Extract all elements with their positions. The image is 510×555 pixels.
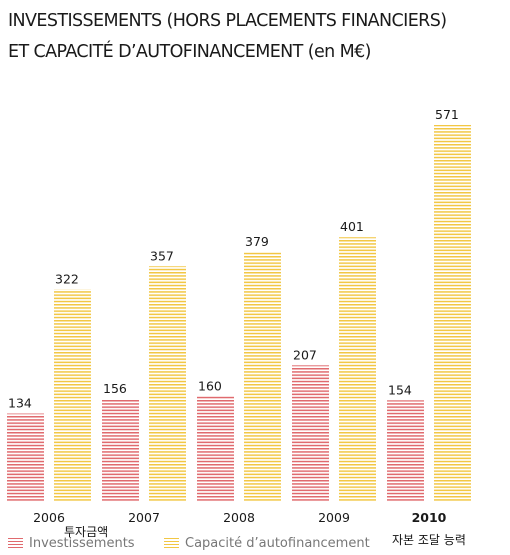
- x-tick-2010: 2010: [412, 510, 447, 525]
- bar-investissements-2007: [102, 399, 139, 502]
- x-tick-2007: 2007: [128, 510, 160, 525]
- x-tick-2008: 2008: [223, 510, 255, 525]
- value-labels-group: 134 322 156 357 160 379 207 401 154 571: [8, 107, 459, 411]
- value-label-investissements-2009: 207: [293, 347, 317, 362]
- bar-investissements-2008: [197, 396, 234, 502]
- legend-label-investissements: Investissements: [29, 536, 135, 551]
- bar-capacite-2008: [244, 251, 281, 502]
- legend-item-investissements: Investissements: [8, 536, 135, 551]
- bar-capacite-2010: [434, 125, 471, 502]
- legend-swatch-capacite: [164, 538, 179, 549]
- chart-title: INVESTISSEMENTS (HORS PLACEMENTS FINANCI…: [8, 6, 508, 68]
- bar-capacite-2009: [339, 237, 376, 502]
- value-label-capacite-2008: 379: [245, 234, 269, 249]
- value-label-investissements-2010: 154: [388, 382, 412, 397]
- bar-capacite-2006: [54, 289, 91, 502]
- chart-title-line-1: INVESTISSEMENTS (HORS PLACEMENTS FINANCI…: [8, 11, 447, 31]
- korean-annotation-capacite: 자본 조달 능력: [392, 533, 466, 547]
- value-label-investissements-2006: 134: [8, 396, 32, 411]
- value-label-investissements-2008: 160: [198, 378, 222, 393]
- korean-annotation-investissements: 투자금액: [64, 525, 109, 539]
- chart-title-line-2: ET CAPACITÉ D’AUTOFINANCEMENT (en M€): [8, 42, 371, 62]
- legend-label-capacite: Capacité d’autofinancement: [185, 536, 370, 551]
- x-axis-ticks: 2006 2007 2008 2009 2010: [33, 510, 447, 525]
- bar-capacite-2007: [149, 266, 186, 502]
- bar-investissements-2009: [292, 365, 329, 502]
- x-tick-2009: 2009: [318, 510, 350, 525]
- legend-item-capacite: Capacité d’autofinancement: [164, 536, 370, 551]
- bar-investissements-2006: [7, 413, 44, 502]
- value-label-investissements-2007: 156: [103, 381, 127, 396]
- bar-investissements-2010: [387, 400, 424, 502]
- value-label-capacite-2007: 357: [150, 248, 174, 263]
- value-label-capacite-2009: 401: [340, 219, 364, 234]
- legend-swatch-investissements: [8, 538, 23, 549]
- value-label-capacite-2006: 322: [55, 271, 79, 286]
- bars-group: [7, 125, 471, 502]
- value-label-capacite-2010: 571: [435, 107, 459, 122]
- chart-legend: Investissements Capacité d’autofinanceme…: [0, 536, 510, 555]
- x-tick-2006: 2006: [33, 510, 65, 525]
